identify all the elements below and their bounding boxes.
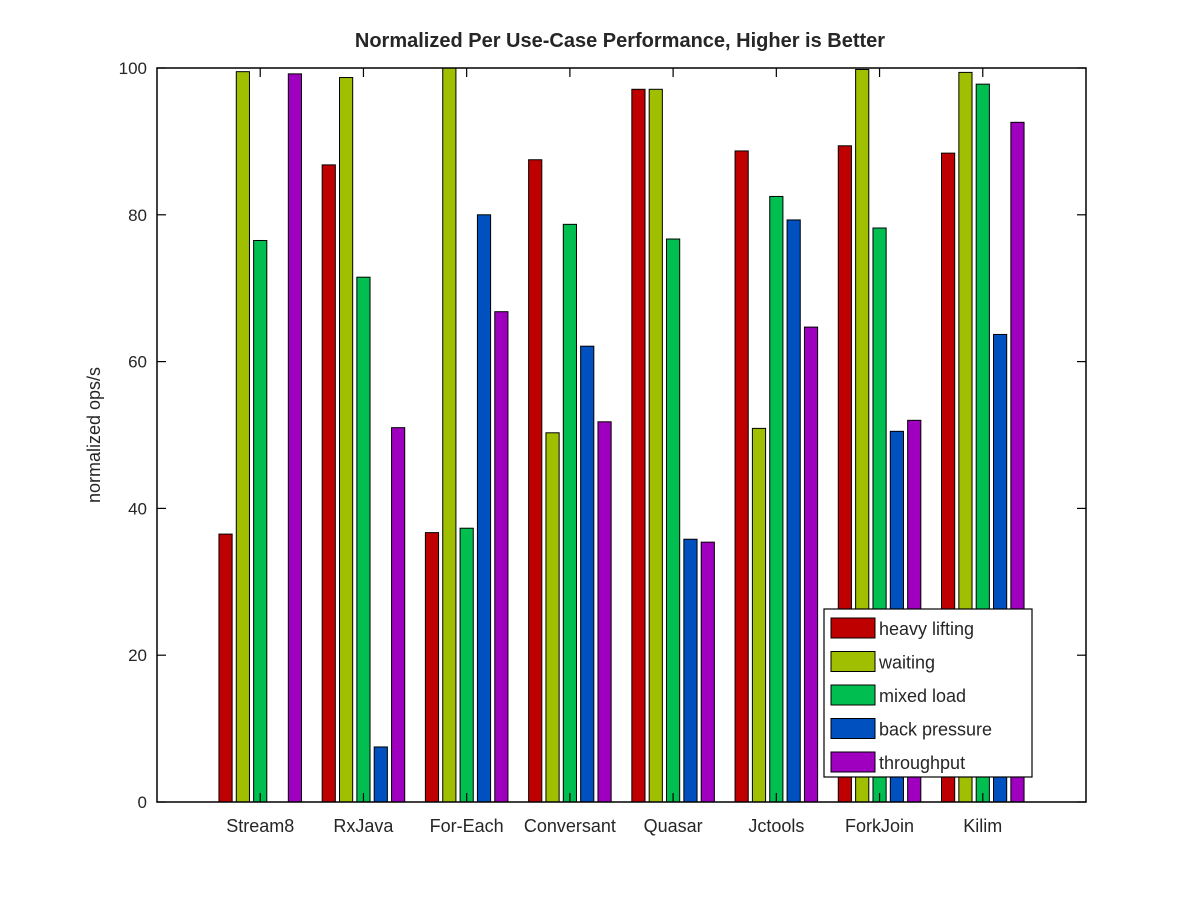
legend-swatch-back-pressure: [830, 718, 876, 739]
bar-throughput-jctools: [803, 326, 819, 803]
bar-back-pressure-quasar: [683, 538, 698, 803]
bar-mixed-load-rxjava: [356, 276, 371, 803]
legend-swatch-mixed-load: [830, 684, 876, 706]
bar-heavy-lifting-rxjava: [321, 164, 336, 803]
bar-waiting-jctools: [751, 427, 767, 803]
x-tick-label: For-Each: [430, 816, 504, 836]
y-axis-label: normalized ops/s: [84, 367, 104, 503]
x-tick-label: Stream8: [226, 816, 294, 836]
legend-swatch-heavy-lifting: [830, 617, 876, 639]
bar-throughput-rxjava: [391, 427, 406, 803]
bar-back-pressure-conversant: [580, 345, 595, 803]
bar-mixed-load-quasar: [666, 238, 681, 803]
bar-heavy-lifting-conversant: [528, 159, 543, 803]
ticks-group: 0 20 40 60 80 100 Stream8 RxJava For-Each Convers…: [119, 59, 1086, 836]
bar-throughput-quasar: [700, 541, 715, 803]
bar-back-pressure-for-each: [476, 214, 492, 803]
y-tick-label: 80: [128, 206, 147, 225]
bar-throughput-conversant: [597, 421, 612, 803]
legend-label-waiting: waiting: [878, 653, 935, 673]
legend-label-back-pressure: back pressure: [879, 720, 992, 740]
legend-label-mixed-load: mixed load: [879, 686, 966, 706]
bar-back-pressure-jctools: [786, 219, 801, 803]
bar-waiting-rxjava: [339, 77, 354, 803]
axes-group: [156, 67, 1087, 803]
bar-waiting-for-each: [442, 67, 457, 803]
y-tick-label: 100: [119, 59, 147, 78]
x-tick-label: RxJava: [333, 816, 394, 836]
bar-waiting-conversant: [545, 432, 560, 803]
x-tick-label: Quasar: [644, 816, 703, 836]
legend-swatch-waiting: [830, 651, 876, 672]
bar-mixed-load-conversant: [562, 223, 577, 803]
bar-throughput-stream8: [287, 73, 303, 803]
bar-mixed-load-jctools: [769, 195, 784, 803]
x-tick-label: ForkJoin: [845, 816, 914, 836]
x-tick-label: Jctools: [748, 816, 804, 836]
bar-heavy-lifting-quasar: [631, 88, 646, 803]
bar-mixed-load-stream8: [253, 239, 268, 803]
bar-waiting-stream8: [235, 71, 250, 803]
bar-waiting-quasar: [648, 88, 663, 803]
legend-swatch-throughput: [830, 751, 876, 773]
y-tick-label: 0: [138, 793, 147, 812]
bar-mixed-load-for-each: [459, 527, 474, 803]
x-tick-label: Conversant: [524, 816, 616, 836]
plot-frame: [156, 67, 1087, 803]
bar-back-pressure-rxjava: [373, 746, 388, 803]
bar-heavy-lifting-for-each: [424, 532, 440, 803]
legend: heavy lifting waiting mixed load back press…: [823, 608, 1033, 778]
bar-heavy-lifting-jctools: [734, 150, 749, 803]
chart-title: Normalized Per Use-Case Performance, Hig…: [355, 30, 885, 52]
y-tick-label: 40: [128, 499, 147, 518]
legend-label-heavy-lifting: heavy lifting: [879, 619, 974, 639]
x-tick-label: Kilim: [963, 816, 1002, 836]
bar-heavy-lifting-stream8: [218, 533, 233, 803]
bar-throughput-for-each: [494, 311, 509, 803]
legend-label-throughput: throughput: [879, 753, 965, 773]
y-tick-label: 20: [128, 646, 147, 665]
y-tick-label: 60: [128, 353, 147, 372]
